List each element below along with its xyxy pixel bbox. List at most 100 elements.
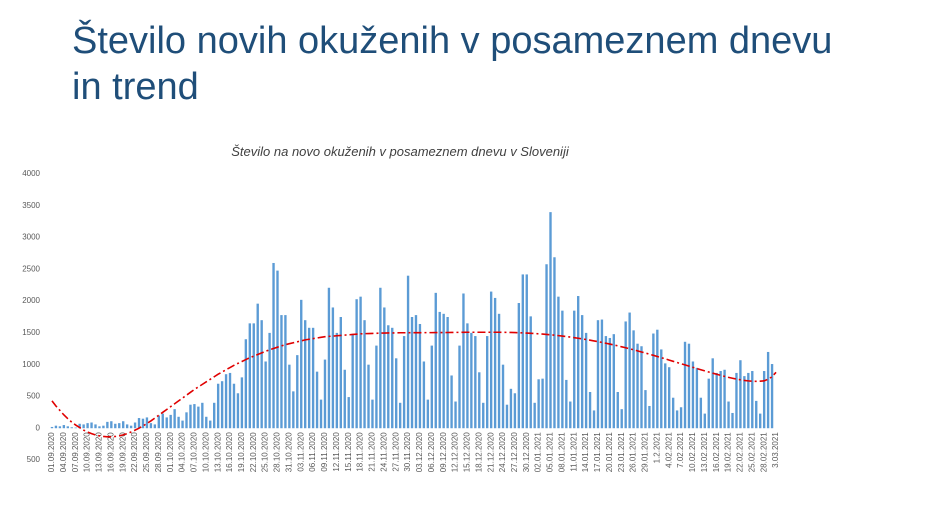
bar — [632, 330, 635, 429]
x-tick-label: 4.02.2021 — [664, 432, 673, 468]
x-tick-label: 13.02.2021 — [700, 432, 709, 473]
bar — [600, 319, 604, 429]
bar — [216, 383, 220, 429]
x-tick-label: 09.11.2020 — [320, 432, 329, 472]
bar — [62, 425, 66, 429]
bar — [699, 397, 703, 429]
bar — [569, 401, 572, 429]
bar — [573, 310, 576, 429]
x-tick-label: 28.02.2021 — [759, 432, 768, 473]
bar — [224, 374, 228, 429]
x-tick-label: 04.09.2020 — [59, 432, 68, 473]
x-tick-label: 15.11.2020 — [344, 432, 353, 472]
x-tick-label: 25.10.2020 — [261, 432, 270, 473]
bar — [185, 412, 188, 429]
bar — [652, 333, 655, 429]
x-tick-label: 17.01.2021 — [593, 432, 602, 473]
x-tick-label: 02.01.2021 — [534, 432, 543, 473]
bar — [133, 422, 137, 429]
bar — [454, 401, 457, 429]
bar — [450, 375, 453, 429]
x-tick-label: 13.09.2020 — [95, 432, 104, 473]
x-tick-label: 16.02.2021 — [712, 432, 721, 473]
bar — [707, 378, 710, 429]
bar — [596, 320, 600, 429]
bar — [478, 372, 481, 429]
bar — [517, 303, 521, 429]
bar — [323, 359, 327, 429]
bar — [256, 303, 259, 429]
x-tick-label: 7.02.2021 — [676, 432, 685, 468]
bar — [375, 345, 378, 429]
bar — [644, 390, 647, 429]
x-tick-label: 01.10.2020 — [166, 432, 175, 473]
x-tick-label: 14.01.2021 — [581, 432, 590, 473]
bar — [486, 336, 489, 429]
bar — [525, 274, 528, 429]
bar — [402, 336, 406, 429]
bar — [529, 316, 532, 429]
x-tick-label: 03.11.2020 — [296, 432, 305, 472]
bar — [608, 337, 612, 429]
bar — [371, 399, 374, 429]
bar — [493, 297, 497, 429]
bar — [580, 315, 584, 429]
bar — [474, 336, 477, 429]
bar — [759, 413, 762, 429]
bar — [363, 320, 366, 429]
x-tick-label: 22.10.2020 — [249, 432, 258, 473]
y-tick-label: 1500 — [22, 328, 40, 337]
bar — [90, 422, 93, 429]
x-tick-label: 09.12.2020 — [439, 432, 448, 473]
x-tick-label: 21.12.2020 — [486, 432, 495, 473]
x-tick-label: 05.01.2021 — [546, 432, 555, 473]
bar — [165, 417, 168, 429]
x-tick-label: 28.09.2020 — [154, 432, 163, 473]
bar — [482, 402, 485, 429]
bar — [264, 361, 267, 429]
bar — [584, 332, 588, 429]
bar — [244, 339, 248, 429]
bar — [533, 402, 536, 429]
bar — [272, 262, 275, 429]
x-tick-label: 19.10.2020 — [237, 432, 246, 473]
bar — [339, 317, 342, 429]
bar — [624, 321, 627, 429]
x-tick-label: 10.09.2020 — [83, 432, 92, 473]
x-tick-label: 29.01.2021 — [641, 432, 650, 473]
slide-title: Število novih okuženih v posameznem dnev… — [72, 18, 832, 110]
x-tick-label: 08.01.2021 — [557, 432, 566, 473]
bar — [406, 275, 410, 429]
x-tick-label: 19.02.2021 — [724, 432, 733, 473]
bar — [58, 426, 62, 429]
bar — [311, 327, 315, 429]
x-tick-label: 18.12.2020 — [474, 432, 483, 473]
bar — [620, 409, 623, 429]
bar — [209, 420, 212, 429]
bar — [355, 299, 358, 429]
x-tick-label: 22.02.2021 — [736, 432, 745, 473]
x-tick-label: 12.12.2020 — [451, 432, 460, 473]
slide-title-line: Število novih okuženih v posameznem dnev… — [72, 20, 833, 62]
bar — [446, 317, 449, 429]
x-tick-label: 06.12.2020 — [427, 432, 436, 473]
bar — [248, 323, 251, 429]
bar — [664, 363, 667, 429]
bar — [236, 393, 240, 429]
y-tick-label: 3000 — [22, 233, 40, 242]
bar — [383, 307, 386, 429]
x-tick-label: 15.12.2020 — [463, 432, 472, 473]
bar — [367, 364, 370, 429]
y-tick-label: 2000 — [22, 296, 40, 305]
bar — [703, 413, 706, 429]
trend-line — [51, 331, 777, 438]
bar — [743, 376, 746, 429]
bar — [391, 327, 394, 429]
bar — [497, 313, 501, 429]
bar — [331, 307, 335, 429]
bar — [592, 410, 596, 429]
bar — [284, 315, 287, 429]
bar — [228, 372, 232, 429]
bar — [727, 401, 730, 429]
